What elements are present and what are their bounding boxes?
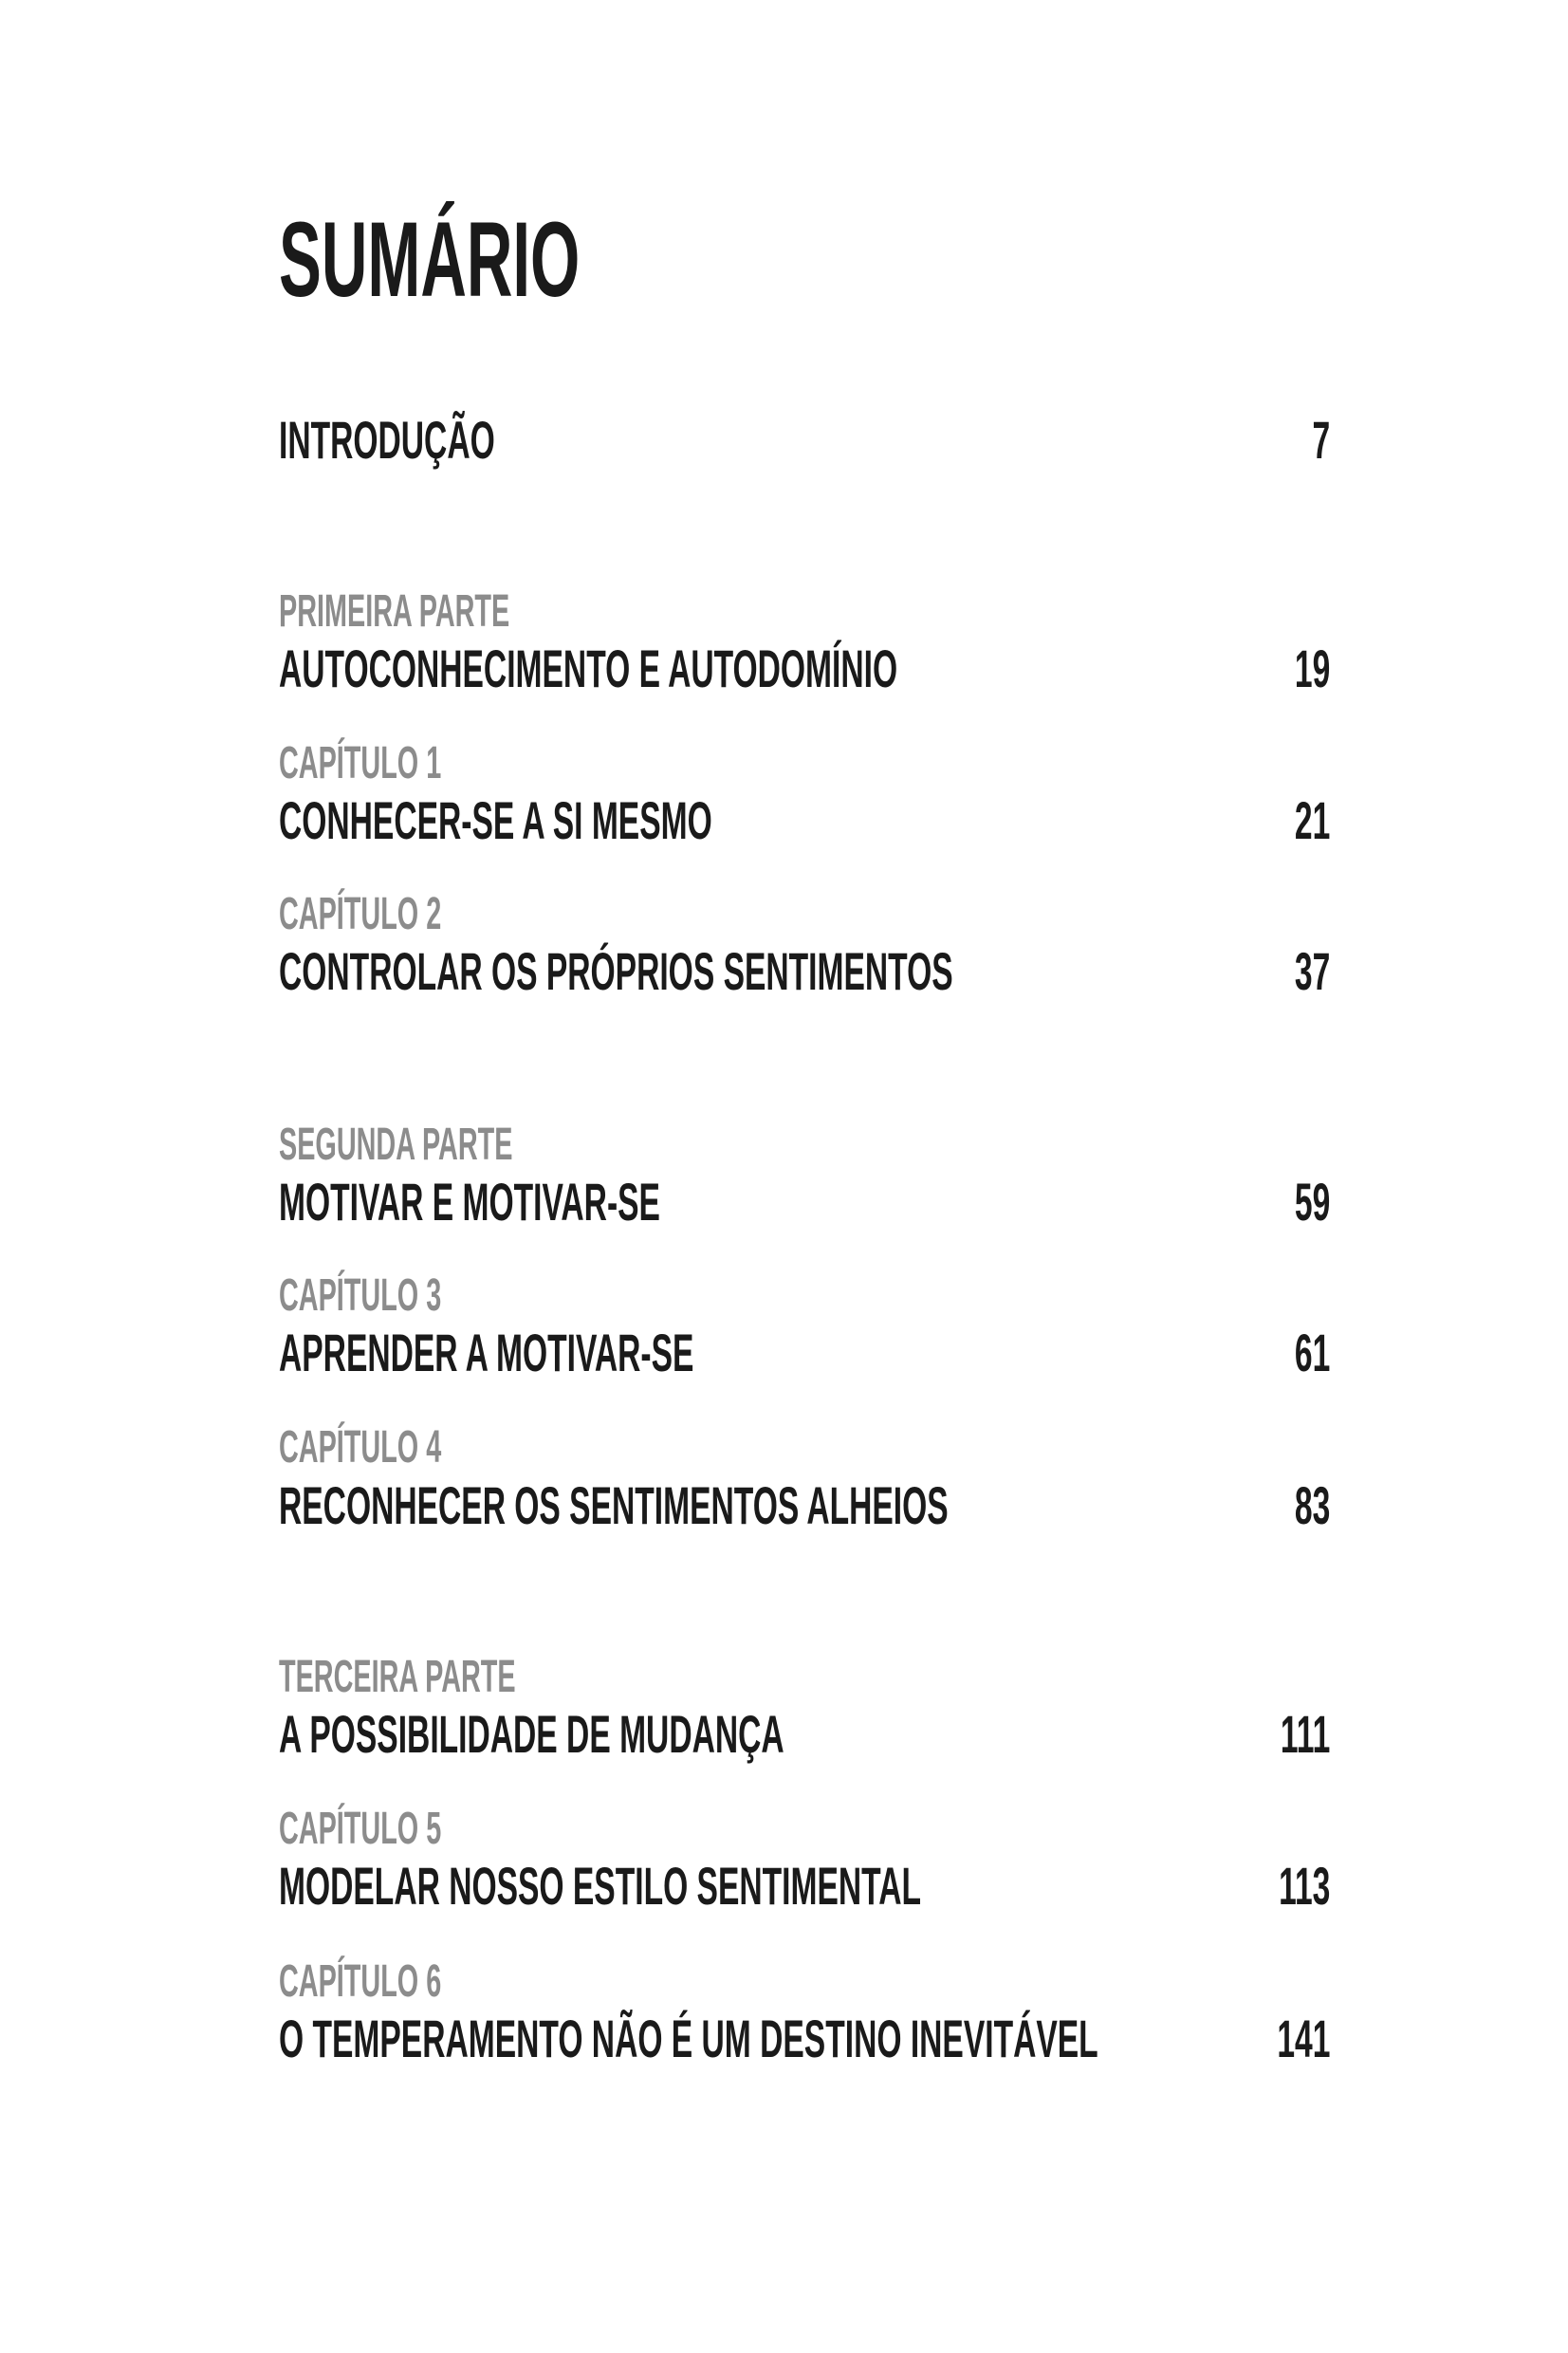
chapter-title[interactable]: RECONHECER OS SENTIMENTOS ALHEIOS (279, 1475, 949, 1535)
page-title: SUMÁRIO (279, 200, 581, 319)
chapter-label: CAPÍTULO 6 (279, 1956, 442, 2007)
chapter-title[interactable]: CONHECER-SE A SI MESMO (279, 790, 712, 850)
chapter-label: CAPÍTULO 1 (279, 738, 442, 788)
chapter-page: 21 (1294, 790, 1330, 850)
chapter-page: 37 (1294, 941, 1330, 1001)
part-page: 59 (1294, 1172, 1330, 1232)
chapter-title[interactable]: CONTROLAR OS PRÓPRIOS SENTIMENTOS (279, 941, 953, 1001)
part-title[interactable]: A POSSIBILIDADE DE MUDANÇA (279, 1704, 784, 1764)
part-label: TERCEIRA PARTE (279, 1652, 516, 1702)
toc-intro-title[interactable]: INTRODUÇÃO (279, 410, 495, 470)
chapter-page: 61 (1294, 1323, 1330, 1382)
chapter-label: CAPÍTULO 4 (279, 1422, 442, 1473)
part-title[interactable]: AUTOCONHECIMENTO E AUTODOMÍNIO (279, 639, 898, 698)
part-title[interactable]: MOTIVAR E MOTIVAR-SE (279, 1172, 660, 1232)
chapter-label: CAPÍTULO 5 (279, 1804, 442, 1854)
part-page: 19 (1294, 639, 1330, 698)
chapter-label: CAPÍTULO 3 (279, 1270, 442, 1321)
chapter-page: 83 (1294, 1475, 1330, 1535)
chapter-title[interactable]: APRENDER A MOTIVAR-SE (279, 1323, 694, 1382)
part-label: SEGUNDA PARTE (279, 1120, 513, 1170)
chapter-page: 113 (1278, 1856, 1330, 1916)
part-page: 111 (1280, 1704, 1330, 1764)
toc-intro-page: 7 (1312, 410, 1330, 470)
chapter-label: CAPÍTULO 2 (279, 889, 442, 939)
chapter-page: 141 (1276, 2009, 1330, 2068)
chapter-title[interactable]: O TEMPERAMENTO NÃO É UM DESTINO INEVITÁV… (279, 2009, 1098, 2068)
part-label: PRIMEIRA PARTE (279, 586, 510, 637)
chapter-title[interactable]: MODELAR NOSSO ESTILO SENTIMENTAL (279, 1856, 921, 1916)
